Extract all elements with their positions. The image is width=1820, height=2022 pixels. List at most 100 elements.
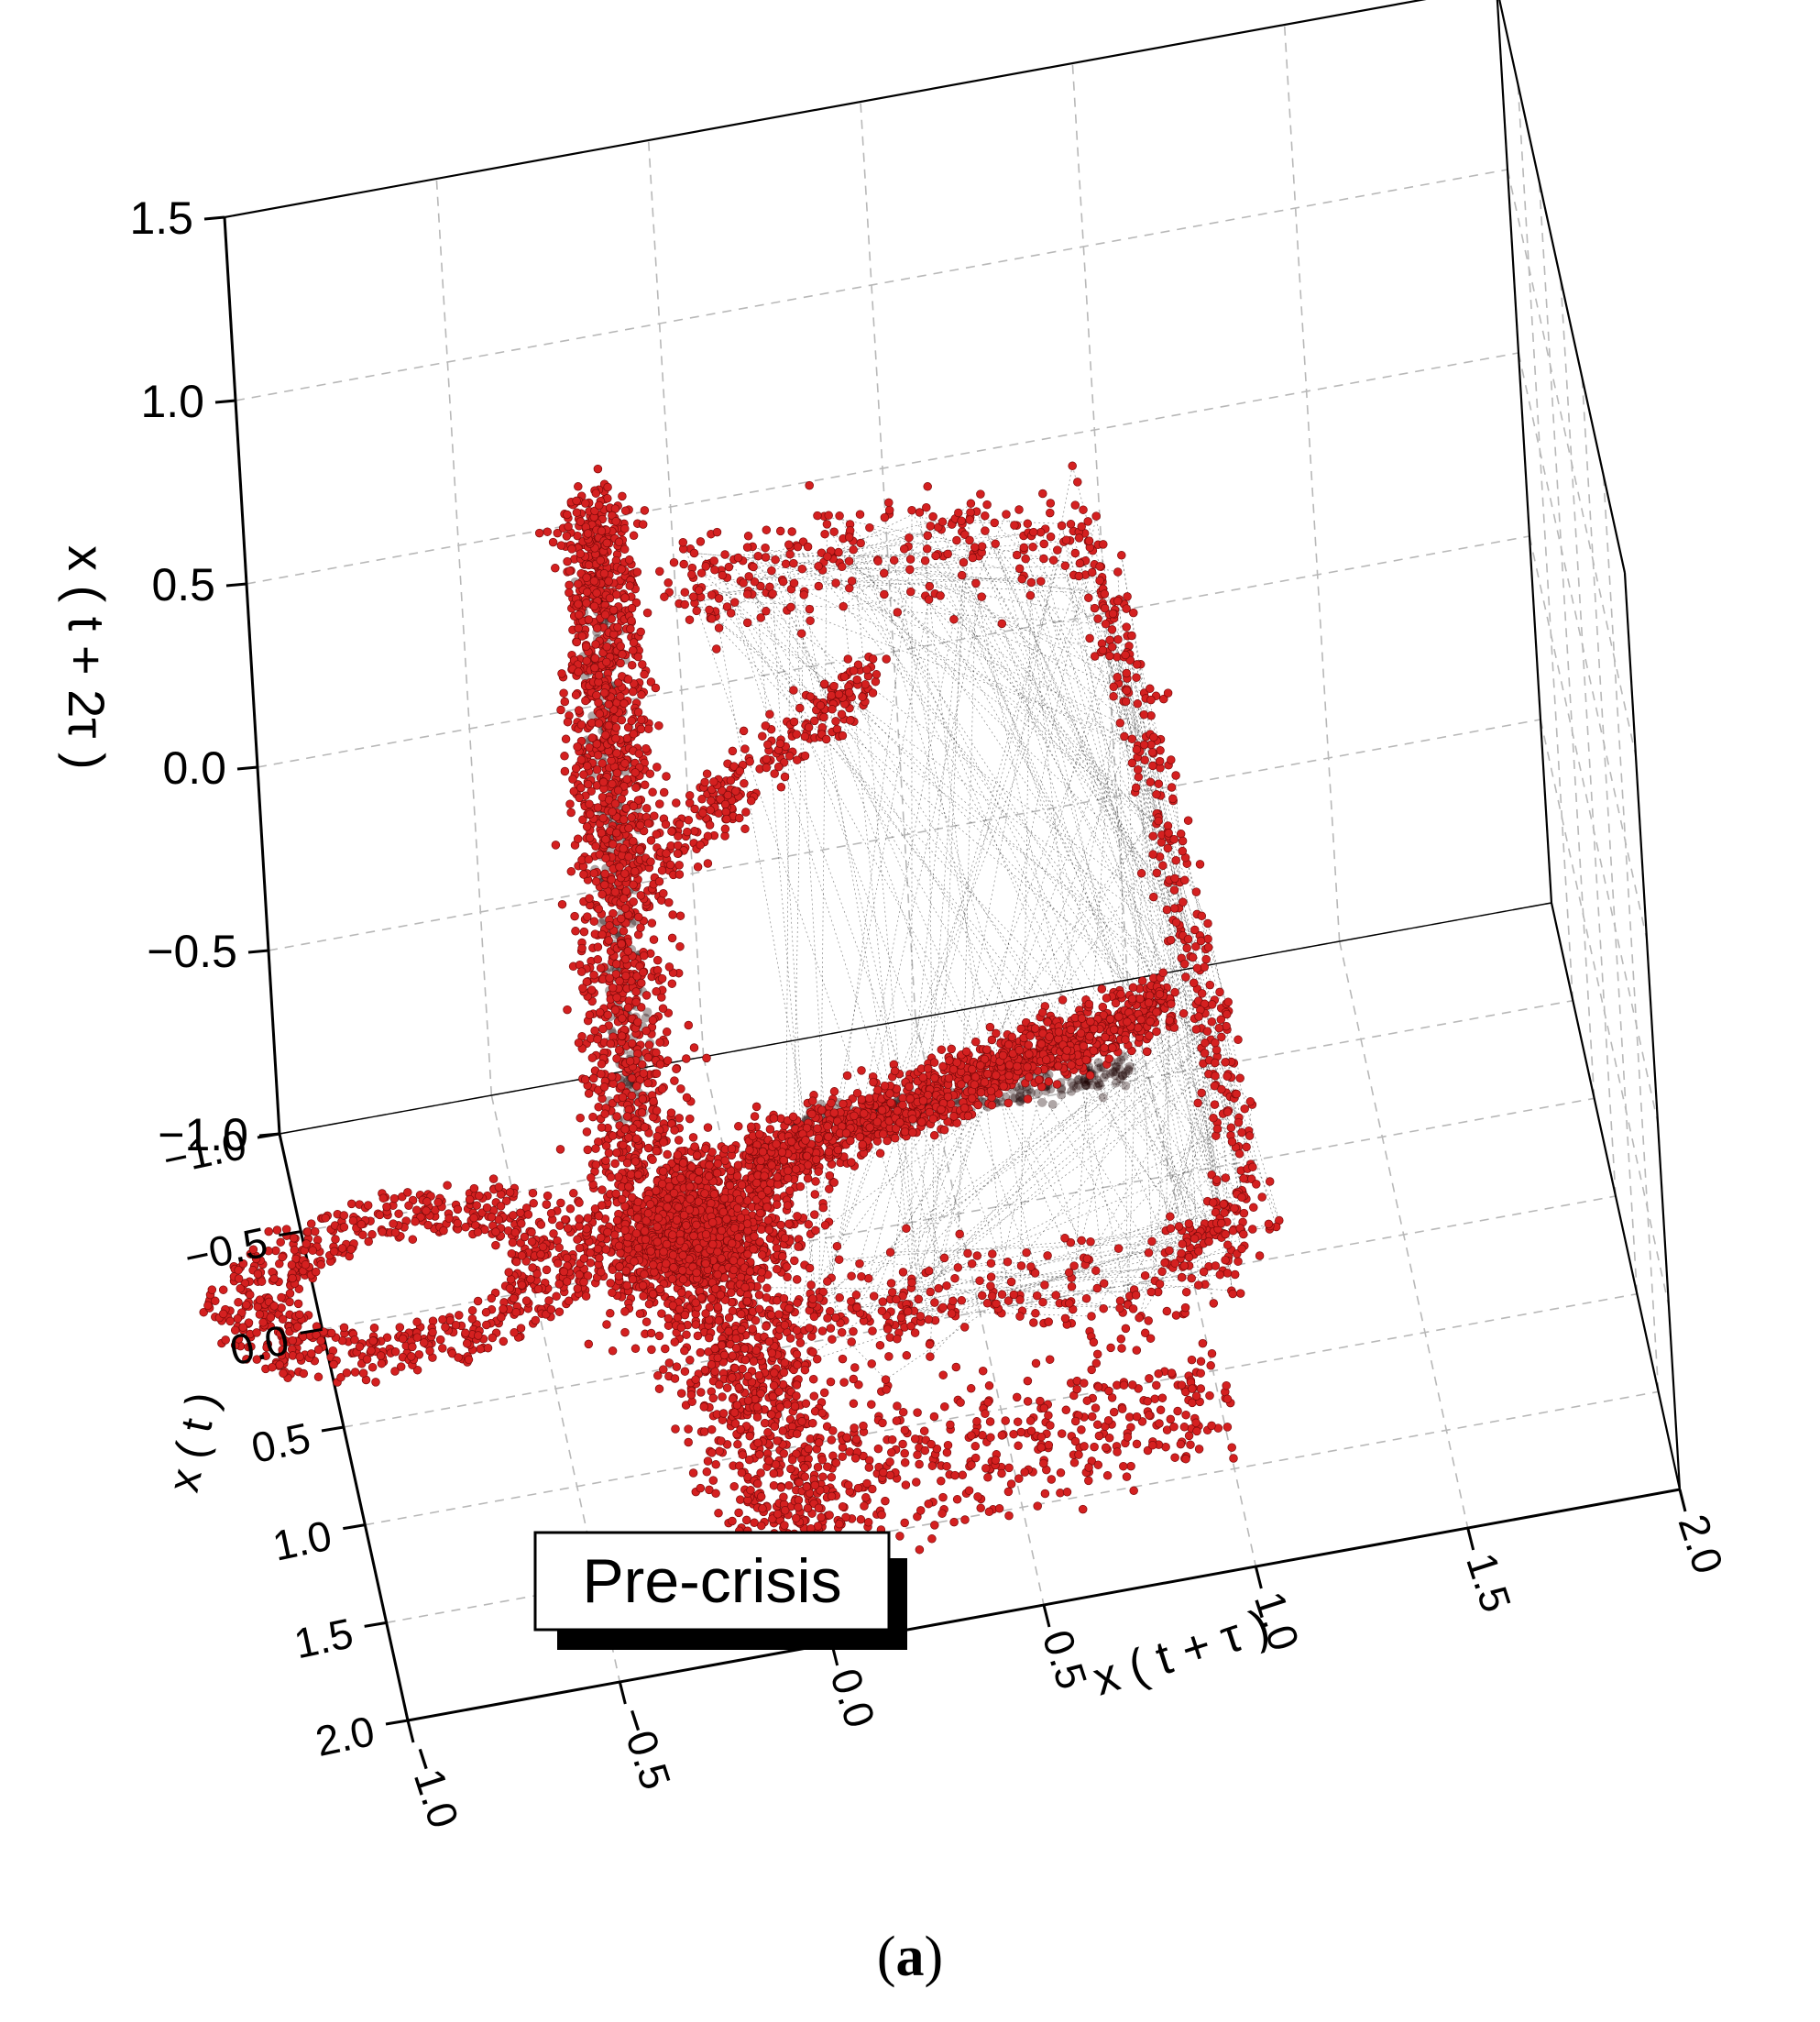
trajectory-segment — [785, 564, 952, 1307]
data-point — [804, 1444, 813, 1454]
data-point — [636, 627, 645, 637]
data-point — [744, 1455, 754, 1465]
data-point — [638, 1280, 648, 1291]
data-point — [819, 1388, 829, 1398]
data-point — [776, 1483, 786, 1492]
data-point — [649, 935, 659, 944]
data-point — [654, 1331, 664, 1341]
data-point — [572, 496, 581, 506]
trajectory-segment — [663, 596, 1106, 625]
trajectory-segment — [794, 583, 837, 1318]
grid-line — [1071, 62, 1129, 981]
data-point — [652, 955, 663, 965]
data-point — [592, 588, 601, 598]
trajectory-segment — [918, 968, 1198, 1300]
shade-point — [1118, 1071, 1128, 1081]
data-point — [730, 1363, 740, 1373]
trajectory-segment — [905, 1013, 1184, 1311]
trajectory-segment — [1112, 629, 1170, 839]
data-point — [736, 1495, 745, 1504]
data-point — [748, 1324, 757, 1334]
data-point — [556, 705, 565, 715]
data-point — [627, 716, 636, 726]
data-point — [672, 1215, 682, 1225]
data-point — [763, 1215, 773, 1225]
trajectory-segment — [993, 701, 1124, 1305]
trajectory-segment — [802, 566, 1102, 570]
data-point — [792, 1349, 802, 1359]
box-edge — [279, 902, 1552, 1135]
data-point — [628, 687, 638, 697]
data-point — [563, 510, 572, 520]
z-axis-line — [223, 216, 281, 1135]
trajectory-segment — [953, 619, 1161, 769]
data-point — [627, 603, 637, 613]
data-point — [596, 555, 605, 566]
data-point — [657, 1179, 667, 1189]
data-point — [640, 1269, 649, 1279]
trajectory-segment — [1136, 703, 1233, 1294]
data-point — [598, 889, 607, 899]
data-point — [692, 1150, 702, 1160]
data-point — [583, 529, 593, 538]
shade-point — [1115, 1074, 1125, 1084]
data-point — [604, 699, 614, 709]
trajectory-segment — [796, 599, 929, 1331]
data-point — [606, 1309, 615, 1318]
data-point — [582, 599, 591, 608]
data-point — [754, 1291, 764, 1300]
data-point — [641, 1026, 651, 1036]
data-point — [691, 1375, 700, 1384]
shade-point — [1067, 1078, 1077, 1088]
trajectory-segment — [738, 554, 938, 558]
data-point — [574, 599, 583, 609]
trajectory-segment — [1005, 513, 1179, 908]
trajectory-segment — [827, 507, 926, 557]
data-point — [820, 1220, 830, 1230]
data-point — [818, 1472, 828, 1481]
data-point — [1044, 1077, 1054, 1086]
trajectory-segment — [1064, 566, 1200, 1252]
data-point — [651, 683, 661, 693]
data-point — [633, 708, 643, 717]
data-point — [802, 1482, 811, 1491]
trajectory-segment — [752, 546, 850, 589]
data-point — [612, 1112, 621, 1121]
data-point — [586, 809, 595, 819]
data-point — [652, 1146, 661, 1156]
data-point — [619, 927, 629, 936]
shade-point — [1014, 1097, 1025, 1107]
data-point — [569, 786, 579, 797]
data-point — [767, 1348, 777, 1357]
data-point — [571, 927, 580, 936]
trajectory-segment — [803, 594, 929, 1320]
data-point — [667, 1274, 677, 1284]
data-point — [790, 1401, 800, 1411]
trajectory-segment — [860, 543, 1086, 1265]
data-point — [632, 567, 642, 577]
data-point — [658, 1167, 668, 1176]
data-point — [644, 724, 653, 734]
trajectory-segment — [795, 544, 1253, 1105]
data-point — [634, 912, 643, 922]
data-point — [589, 869, 599, 878]
data-point — [648, 1016, 658, 1025]
data-point — [667, 933, 677, 943]
data-point — [602, 642, 611, 652]
data-point — [617, 1031, 627, 1040]
data-point — [769, 1468, 779, 1478]
data-point — [734, 1194, 744, 1204]
data-point — [571, 764, 581, 773]
data-point — [667, 979, 677, 988]
data-point — [741, 1515, 751, 1525]
data-point — [783, 1400, 792, 1409]
data-point — [790, 1256, 799, 1266]
shade-point — [1081, 1081, 1091, 1091]
data-point — [662, 1027, 672, 1037]
data-point — [675, 1236, 685, 1246]
data-point — [629, 531, 639, 541]
data-point — [627, 813, 636, 822]
trajectory-segment — [994, 544, 1214, 1303]
data-point — [659, 888, 668, 898]
data-point — [758, 1503, 767, 1513]
